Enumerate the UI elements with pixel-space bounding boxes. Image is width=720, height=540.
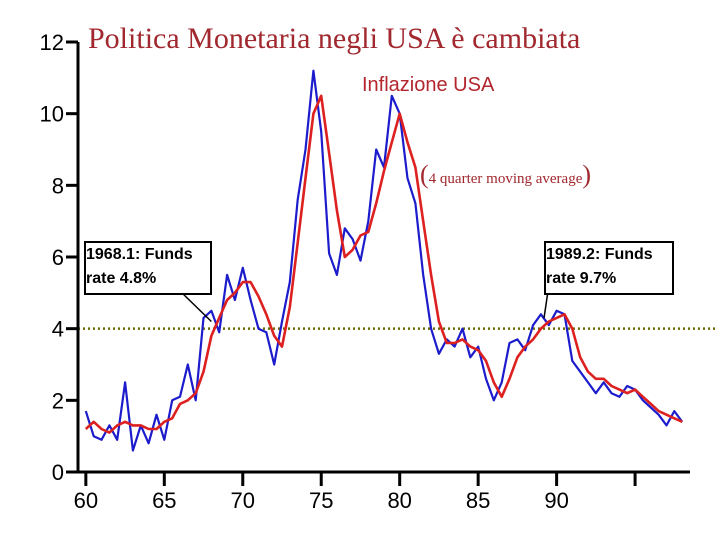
- y-tick-label: 0: [52, 460, 64, 485]
- annotation-left-line1: 1968.1: Funds: [86, 246, 193, 263]
- series-moving-average-line: [84, 94, 683, 434]
- x-tick-label: 60: [74, 488, 98, 513]
- x-tick-label: 75: [309, 488, 333, 513]
- annotation-1989-funds-rate: 1989.2: Funds rate 9.7%: [544, 241, 674, 295]
- moving-average-note: (4 quarter moving average): [420, 160, 591, 190]
- x-tick-label: 65: [152, 488, 176, 513]
- annotation-1968-funds-rate: 1968.1: Funds rate 4.8%: [84, 241, 212, 295]
- note-close-paren: ): [582, 160, 592, 189]
- y-tick-label: 2: [52, 388, 64, 413]
- y-tick-label: 10: [40, 102, 64, 127]
- y-tick-label: 6: [52, 245, 64, 270]
- x-tick-label: 70: [231, 488, 255, 513]
- note-open-paren: (: [420, 160, 429, 189]
- x-tick-label: 80: [387, 488, 411, 513]
- annotation-leader-line: [179, 290, 212, 323]
- x-tick-label: 90: [544, 488, 568, 513]
- note-text: 4 quarter moving average: [428, 171, 583, 187]
- y-tick-label: 8: [52, 173, 64, 198]
- chart-title: Politica Monetaria negli USA è cambiata: [88, 22, 581, 55]
- x-tick-label: 85: [466, 488, 490, 513]
- annotation-left-line2: rate 4.8%: [86, 270, 157, 287]
- chart-subtitle: Inflazione USA: [362, 74, 495, 96]
- annotation-right-line1: 1989.2: Funds: [546, 246, 653, 263]
- y-tick-label: 4: [52, 317, 64, 342]
- y-tick-label: 12: [40, 30, 64, 55]
- annotation-right-line2: rate 9.7%: [546, 270, 617, 287]
- annotation-leader-line: [543, 290, 549, 319]
